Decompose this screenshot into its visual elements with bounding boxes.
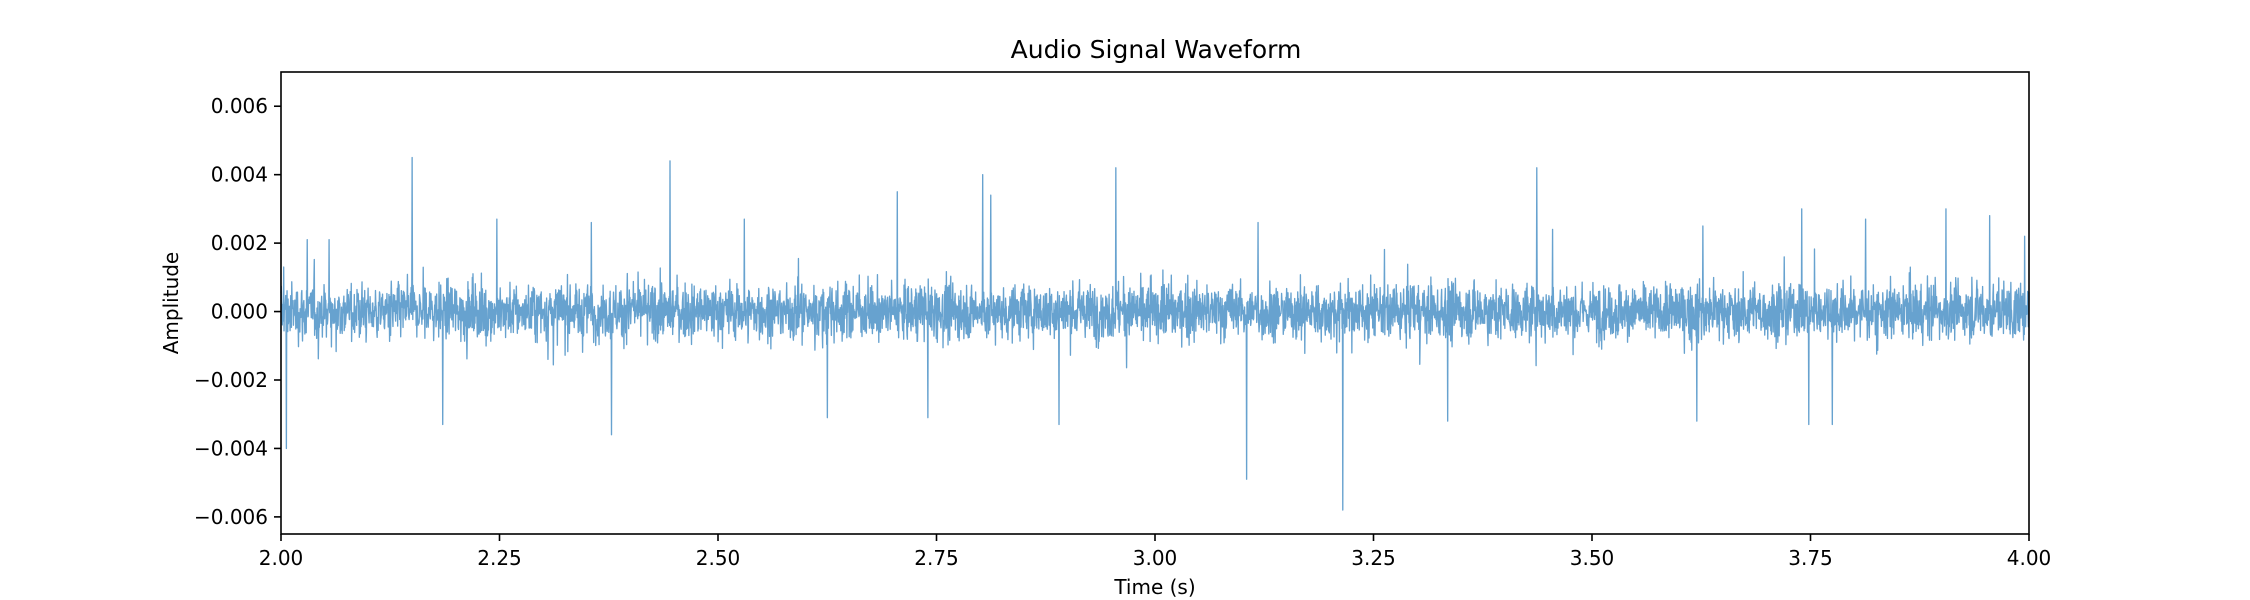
y-tick-label: 0.004 — [211, 163, 268, 187]
y-tick-label: −0.006 — [194, 505, 268, 529]
y-tick-label: −0.004 — [194, 436, 268, 460]
y-axis-label: Amplitude — [159, 252, 183, 355]
waveform-series-line — [280, 156, 2030, 511]
plot-area — [280, 156, 2030, 511]
y-tick-label: −0.002 — [194, 368, 268, 392]
axis-ticks: 2.00 2.25 2.50 2.75 3.00 3.25 3.50 3.75 4.00 −0.0… — [194, 94, 2051, 570]
x-tick-label: 2.75 — [914, 546, 959, 570]
y-tick-label: 0.002 — [211, 231, 268, 255]
x-tick-label: 2.00 — [259, 546, 304, 570]
x-tick-label: 3.75 — [1788, 546, 1833, 570]
x-tick-label: 3.50 — [1570, 546, 1615, 570]
chart-title: Audio Signal Waveform — [1011, 35, 1302, 64]
x-axis-label: Time (s) — [1113, 575, 1195, 599]
x-tick-label: 4.00 — [2007, 546, 2052, 570]
x-tick-label: 2.50 — [696, 546, 741, 570]
y-tick-label: 0.006 — [211, 94, 268, 118]
x-tick-label: 3.00 — [1133, 546, 1178, 570]
y-tick-label: 0.000 — [211, 300, 268, 324]
x-tick-label: 2.25 — [477, 546, 522, 570]
plot-frame — [280, 71, 2030, 535]
x-tick-label: 3.25 — [1351, 546, 1396, 570]
